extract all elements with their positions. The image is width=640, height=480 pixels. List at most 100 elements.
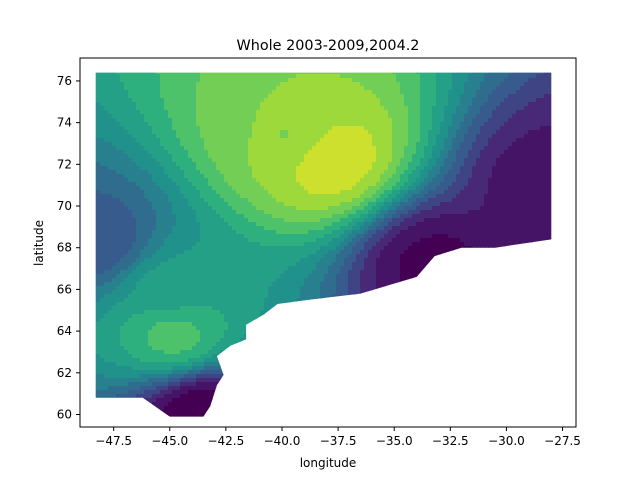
- contour-cell: [528, 82, 533, 87]
- contour-cell: [172, 214, 177, 219]
- contour-cell: [308, 150, 313, 155]
- contour-cell: [184, 162, 189, 167]
- contour-cell: [272, 106, 277, 111]
- contour-cell: [548, 166, 552, 171]
- contour-cell: [208, 142, 213, 147]
- contour-cell: [172, 186, 177, 191]
- contour-cell: [372, 150, 377, 155]
- contour-cell: [144, 174, 149, 179]
- contour-cell: [104, 90, 109, 95]
- contour-cell: [336, 202, 341, 207]
- contour-cell: [344, 110, 349, 115]
- contour-cell: [260, 142, 265, 147]
- contour-cell: [400, 162, 405, 167]
- contour-cell: [108, 186, 113, 191]
- contour-cell: [548, 158, 552, 163]
- contour-cell: [460, 94, 465, 99]
- contour-cell: [296, 198, 301, 203]
- contour-cell: [120, 134, 125, 139]
- contour-cell: [184, 146, 189, 151]
- contour-cell: [496, 94, 501, 99]
- contour-cell: [236, 174, 241, 179]
- contour-cell: [516, 162, 521, 167]
- contour-cell: [348, 82, 353, 87]
- contour-cell: [356, 126, 361, 131]
- contour-cell: [520, 74, 525, 79]
- contour-cell: [112, 138, 117, 143]
- contour-cell: [208, 98, 213, 103]
- contour-cell: [300, 94, 305, 99]
- contour-cell: [320, 82, 325, 87]
- contour-cell: [240, 166, 245, 171]
- contour-cell: [484, 98, 489, 103]
- contour-cell: [492, 150, 497, 155]
- contour-cell: [372, 98, 377, 103]
- contour-cell: [376, 90, 381, 95]
- contour-cell: [184, 206, 189, 211]
- contour-cell: [396, 202, 401, 207]
- contour-cell: [516, 86, 521, 91]
- contour-cell: [232, 198, 237, 203]
- contour-cell: [500, 146, 505, 151]
- contour-cell: [420, 138, 425, 143]
- contour-cell: [396, 114, 401, 119]
- contour-cell: [112, 154, 117, 159]
- contour-cell: [304, 162, 309, 167]
- contour-cell: [512, 190, 517, 195]
- contour-cell: [452, 130, 457, 135]
- contour-cell: [360, 178, 365, 183]
- contour-cell: [292, 114, 297, 119]
- contour-cell: [520, 170, 525, 175]
- contour-cell: [344, 134, 349, 139]
- contour-cell: [356, 78, 361, 83]
- contour-cell: [220, 146, 225, 151]
- contour-cell: [540, 98, 545, 103]
- contour-cell: [432, 154, 437, 159]
- contour-cell: [512, 150, 517, 155]
- contour-cell: [256, 98, 261, 103]
- contour-cell: [388, 162, 393, 167]
- contour-cell: [276, 194, 281, 199]
- contour-cell: [204, 210, 209, 215]
- contour-cell: [516, 198, 521, 203]
- contour-cell: [528, 106, 533, 111]
- contour-cell: [332, 158, 337, 163]
- contour-cell: [456, 130, 461, 135]
- contour-cell: [328, 158, 333, 163]
- contour-cell: [100, 78, 105, 83]
- contour-cell: [236, 130, 241, 135]
- contour-cell: [464, 86, 469, 91]
- contour-cell: [512, 146, 517, 151]
- contour-cell: [300, 86, 305, 91]
- contour-cell: [400, 114, 405, 119]
- contour-cell: [428, 102, 433, 107]
- contour-cell: [504, 154, 509, 159]
- contour-cell: [208, 106, 213, 111]
- contour-cell: [248, 82, 253, 87]
- contour-cell: [188, 102, 193, 107]
- contour-cell: [440, 78, 445, 83]
- contour-cell: [512, 162, 517, 167]
- contour-cell: [208, 114, 213, 119]
- contour-cell: [372, 190, 377, 195]
- contour-cell: [520, 186, 525, 191]
- contour-cell: [300, 186, 305, 191]
- contour-cell: [120, 82, 125, 87]
- contour-cell: [168, 218, 173, 223]
- contour-cell: [344, 94, 349, 99]
- contour-cell: [456, 126, 461, 131]
- contour-cell: [284, 118, 289, 123]
- contour-cell: [472, 86, 477, 91]
- contour-cell: [228, 182, 233, 187]
- contour-cell: [172, 86, 177, 91]
- contour-cell: [456, 82, 461, 87]
- contour-cell: [496, 102, 501, 107]
- contour-cell: [196, 158, 201, 163]
- contour-cell: [444, 178, 449, 183]
- contour-cell: [388, 102, 393, 107]
- contour-cell: [476, 154, 481, 159]
- contour-cell: [108, 170, 113, 175]
- contour-cell: [452, 190, 457, 195]
- contour-cell: [192, 110, 197, 115]
- contour-cell: [248, 146, 253, 151]
